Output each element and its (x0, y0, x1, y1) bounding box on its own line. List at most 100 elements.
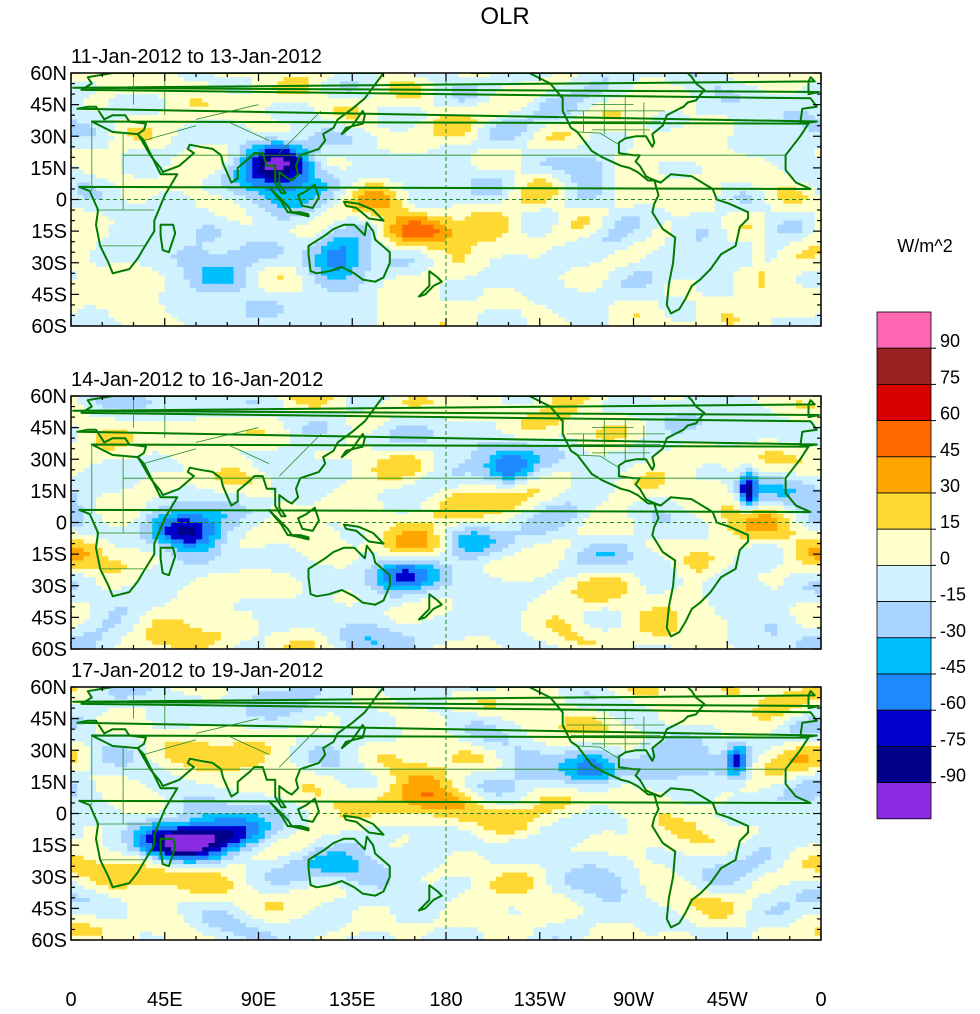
heatmap-cell (464, 98, 472, 104)
heatmap-cell (664, 115, 672, 120)
heatmap-cell (802, 199, 810, 205)
heatmap-cell (521, 233, 528, 239)
heatmap-cell (627, 85, 635, 91)
heatmap-cell (602, 216, 610, 222)
heatmap-cell (733, 148, 741, 154)
heatmap-cell (502, 89, 510, 95)
heatmap-cell (789, 207, 797, 213)
heatmap-cell (514, 106, 522, 112)
heatmap-cell (471, 174, 478, 180)
heatmap-cell (152, 229, 160, 234)
heatmap-cell (496, 77, 503, 83)
heatmap-cell (477, 140, 485, 146)
heatmap-cell (758, 229, 766, 234)
heatmap-cell (383, 89, 391, 95)
heatmap-cell (314, 174, 322, 180)
heatmap-cell (239, 224, 247, 230)
heatmap-cell (508, 220, 516, 226)
heatmap-cell (189, 186, 197, 192)
heatmap-cell (439, 178, 447, 184)
heatmap-cell (752, 140, 760, 146)
heatmap-cell (558, 73, 566, 78)
heatmap-cell (571, 169, 578, 175)
heatmap-cell (696, 237, 703, 243)
heatmap-cell (102, 157, 110, 163)
heatmap-cell (802, 203, 810, 209)
heatmap-cell (727, 106, 735, 112)
heatmap-cell (814, 212, 821, 217)
heatmap-cell (358, 212, 366, 217)
heatmap-cell (296, 178, 303, 184)
heatmap-cell (589, 203, 597, 209)
heatmap-cell (777, 241, 785, 247)
heatmap-cell (602, 136, 610, 142)
heatmap-cell (608, 106, 616, 112)
heatmap-cell (383, 132, 391, 137)
heatmap-cell (427, 191, 435, 196)
heatmap-cell (477, 148, 485, 154)
figure-title: OLR (480, 3, 529, 30)
heatmap-cell (96, 94, 103, 99)
heatmap-cell (571, 199, 578, 205)
heatmap-cell (77, 77, 85, 83)
heatmap-cell (727, 123, 735, 129)
heatmap-cell (602, 229, 610, 234)
heatmap-cell (614, 224, 622, 230)
heatmap-cell (764, 157, 772, 163)
heatmap-cell (789, 115, 797, 120)
heatmap-cell (127, 102, 135, 108)
heatmap-cell (558, 110, 566, 116)
heatmap-cell (96, 169, 103, 175)
heatmap-cell (677, 89, 685, 95)
heatmap-cell (608, 157, 616, 163)
heatmap-cell (527, 199, 535, 205)
heatmap-cell (196, 140, 203, 146)
heatmap-cell (396, 132, 403, 137)
heatmap-cell (583, 174, 591, 180)
heatmap-cell (171, 207, 178, 213)
heatmap-cell (189, 207, 197, 213)
heatmap-cell (108, 127, 116, 133)
heatmap-cell (627, 178, 635, 184)
heatmap-cell (83, 178, 91, 184)
heatmap-cell (539, 203, 547, 209)
heatmap-cell (389, 207, 397, 213)
heatmap-cell (383, 220, 391, 226)
heatmap-cell (296, 165, 303, 171)
heatmap-cell (708, 207, 716, 213)
heatmap-cell (364, 85, 372, 91)
heatmap-cell (414, 212, 422, 217)
heatmap-cell (252, 191, 260, 196)
heatmap-cell (521, 220, 528, 226)
heatmap-cell (489, 85, 497, 91)
heatmap-cell (371, 94, 378, 99)
heatmap-cell (652, 195, 660, 201)
heatmap-cell (352, 212, 360, 217)
heatmap-cell (808, 212, 816, 217)
heatmap-cell (289, 216, 297, 222)
heatmap-cell (552, 224, 560, 230)
heatmap-cell (108, 233, 116, 239)
heatmap-cell (508, 94, 516, 99)
heatmap-cell (239, 148, 247, 154)
heatmap-cell (208, 224, 216, 230)
heatmap-cell (746, 119, 753, 125)
heatmap-cell (464, 89, 472, 95)
heatmap-cell (714, 224, 722, 230)
heatmap-cell (208, 203, 216, 209)
heatmap-cell (427, 132, 435, 137)
heatmap-cell (333, 199, 341, 205)
heatmap-cell (433, 136, 441, 142)
heatmap-cell (733, 115, 741, 120)
heatmap-cell (302, 144, 310, 150)
heatmap-cell (727, 119, 735, 125)
heatmap-cell (533, 98, 541, 104)
heatmap-cell (608, 224, 616, 230)
heatmap-cell (308, 144, 316, 150)
heatmap-cell (383, 106, 391, 112)
heatmap-cell (83, 132, 91, 137)
heatmap-cell (564, 174, 572, 180)
heatmap-cell (258, 220, 266, 226)
heatmap-cell (246, 123, 253, 129)
heatmap-cell (733, 140, 741, 146)
